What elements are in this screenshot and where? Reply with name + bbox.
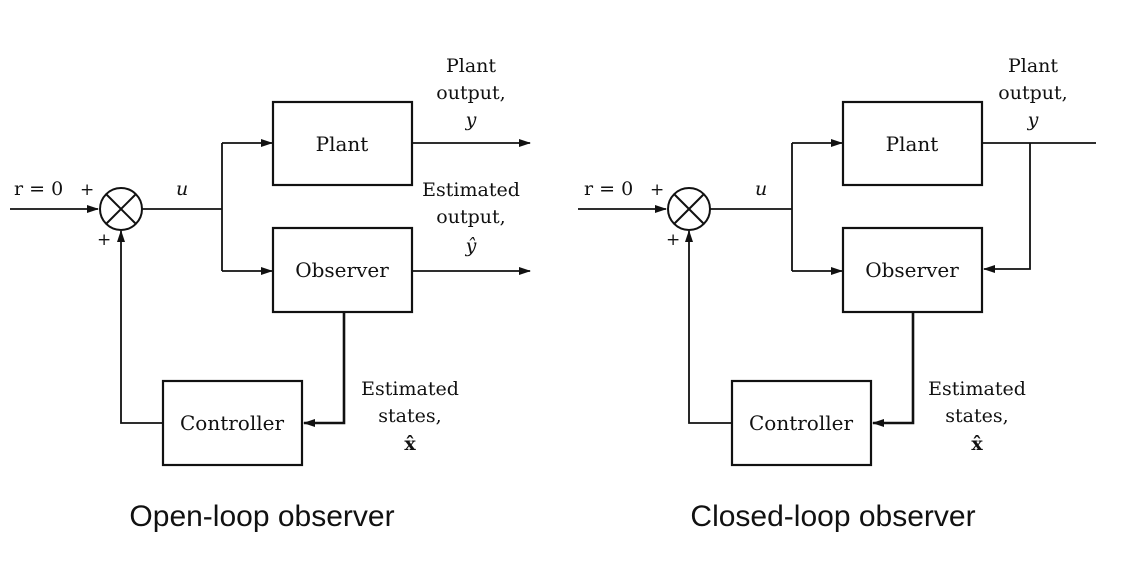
plant-output-line1: Plant	[1008, 55, 1058, 77]
reference-label: r = 0	[14, 178, 63, 200]
plant-output-line2: output,	[436, 82, 505, 104]
plant-output-line2: output,	[998, 82, 1067, 104]
estimated-output-line2: output,	[436, 206, 505, 228]
estimated-states-line2: states,	[945, 405, 1008, 427]
summer-plus-top: +	[650, 180, 664, 200]
output-to-observer-arrow	[983, 143, 1031, 273]
estimated-states-line1: Estimated	[361, 378, 459, 400]
plant-output-line1: Plant	[446, 55, 496, 77]
observer-label: Observer	[295, 258, 389, 282]
estimated-output-line1: Estimated	[422, 179, 520, 201]
closed-loop-caption: Closed-loop observer	[690, 500, 975, 533]
controller-label: Controller	[749, 411, 853, 435]
plant-label: Plant	[886, 132, 939, 156]
estimated-states-line2: states,	[378, 405, 441, 427]
estimated-states-arrow	[872, 312, 915, 427]
summer-plus-bottom: +	[666, 230, 680, 250]
estimated-states-symbol: x̂	[404, 433, 416, 455]
estimated-states-line1: Estimated	[928, 378, 1026, 400]
controller-label: Controller	[180, 411, 284, 435]
open-loop-diagram: r = 0 + + u Plant Observer Plant output,…	[10, 55, 531, 533]
estimated-states-symbol: x̂	[971, 433, 983, 455]
control-label: u	[176, 178, 188, 200]
observer-block	[841, 226, 984, 314]
summing-junction	[99, 187, 143, 231]
feedback-arrow	[117, 230, 163, 424]
control-label: u	[755, 178, 767, 200]
controller-block	[161, 379, 304, 467]
observer-label: Observer	[865, 258, 959, 282]
summing-junction	[667, 187, 711, 231]
plant-output-symbol: y	[465, 109, 477, 131]
open-loop-caption: Open-loop observer	[129, 500, 394, 533]
estimated-states-arrow	[303, 312, 346, 427]
plant-block	[841, 100, 984, 187]
plant-label: Plant	[316, 132, 369, 156]
summer-plus-top: +	[80, 180, 94, 200]
estimated-output-symbol: ŷ	[465, 235, 477, 257]
controller-block	[730, 379, 873, 467]
reference-label: r = 0	[584, 178, 633, 200]
feedback-arrow	[685, 230, 732, 424]
observer-block	[271, 226, 414, 314]
closed-loop-diagram: r = 0 + + u Plant Observer Plant output,…	[578, 55, 1096, 533]
summer-plus-bottom: +	[97, 230, 111, 250]
plant-output-symbol: y	[1027, 109, 1039, 131]
